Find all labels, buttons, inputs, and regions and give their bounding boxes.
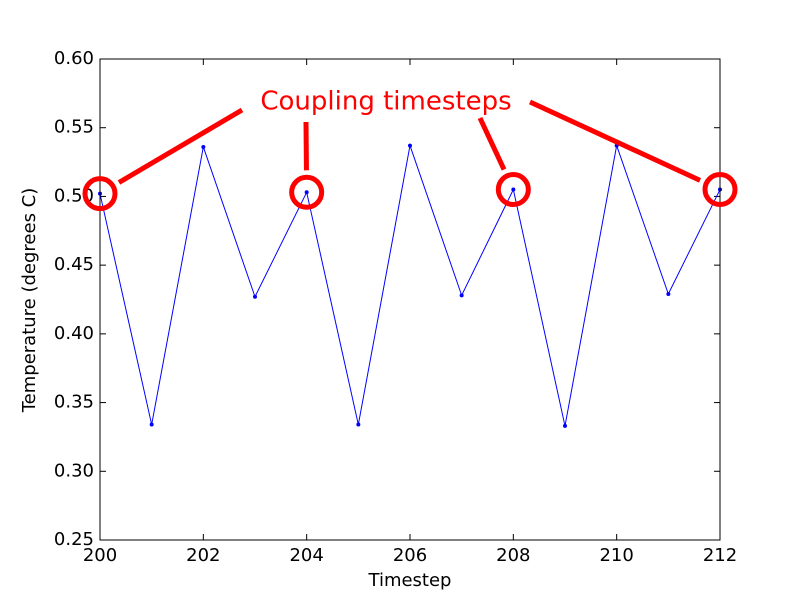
x-tick-label: 210 [599, 545, 633, 566]
data-point [459, 293, 464, 298]
x-tick-label: 206 [393, 545, 427, 566]
data-point [511, 187, 516, 192]
y-tick-label: 0.35 [54, 392, 94, 413]
x-tick-label: 200 [83, 545, 117, 566]
y-tick-label: 0.55 [54, 117, 94, 138]
annotation-arrow [117, 107, 244, 185]
x-tick-label: 204 [289, 545, 323, 566]
annotation-circle [702, 172, 738, 208]
y-tick-label: 0.45 [54, 254, 94, 275]
annotation-arrow [477, 116, 507, 171]
annotation-circle [495, 172, 531, 208]
data-point [408, 143, 412, 148]
data-point [253, 294, 257, 299]
data-point [356, 422, 361, 427]
annotation-circle [82, 176, 118, 212]
data-point [666, 292, 671, 297]
x-tick-label: 212 [703, 545, 737, 566]
y-tick-label: 0.30 [54, 460, 94, 481]
annotation-arrow [528, 99, 702, 183]
annotation-text: Coupling timesteps [260, 87, 511, 117]
x-tick-label: 202 [186, 545, 220, 566]
y-axis-label: Temperature (degrees C) [19, 188, 40, 414]
x-axis-label: Timestep [368, 570, 452, 591]
data-point [201, 144, 206, 149]
plot-frame [99, 58, 721, 541]
annotation-circle [289, 174, 325, 210]
x-tick-label: 208 [496, 545, 530, 566]
y-tick-label: 0.25 [54, 529, 94, 550]
y-tick-label: 0.60 [54, 48, 94, 69]
data-point [149, 422, 154, 427]
data-point [304, 190, 309, 195]
data-point [563, 423, 567, 428]
y-tick-label: 0.40 [54, 323, 94, 344]
